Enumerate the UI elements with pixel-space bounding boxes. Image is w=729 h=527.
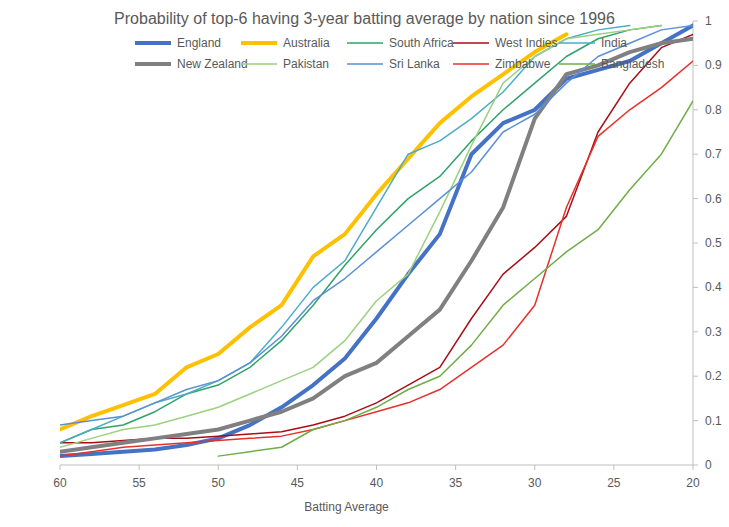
legend-swatch: [559, 42, 595, 44]
y-tick-label: 0.9: [705, 58, 722, 72]
legend-label: New Zealand: [177, 57, 248, 71]
y-tick: [693, 420, 698, 421]
series-line: [218, 101, 693, 456]
x-axis-label: Batting Average: [304, 500, 389, 514]
x-tick-label: 30: [528, 476, 542, 490]
legend-swatch: [559, 63, 595, 65]
legend-label: Pakistan: [283, 57, 329, 71]
series-line: [60, 39, 693, 452]
y-tick: [693, 465, 698, 466]
series-line: [60, 25, 661, 442]
x-tick-label: 45: [291, 476, 305, 490]
y-tick: [693, 154, 698, 155]
y-tick-label: 0.1: [705, 414, 722, 428]
series-line: [60, 25, 630, 442]
legend-label: Bangladesh: [601, 57, 664, 71]
series-line: [60, 25, 693, 425]
x-tick: [139, 465, 140, 470]
x-tick-label: 60: [53, 476, 67, 490]
series-line: [60, 25, 693, 456]
y-tick-label: 1: [705, 14, 712, 28]
legend-label: India: [601, 36, 627, 50]
legend-label: Zimbabwe: [495, 57, 551, 71]
y-tick-label: 0.8: [705, 103, 722, 117]
y-tick: [693, 109, 698, 110]
x-tick: [455, 465, 456, 470]
legend-label: West Indies: [495, 36, 557, 50]
y-tick: [693, 331, 698, 332]
legend-swatch: [135, 62, 171, 66]
y-tick-label: 0.5: [705, 236, 722, 250]
legend-label: England: [177, 36, 221, 50]
x-tick: [297, 465, 298, 470]
legend-swatch: [241, 41, 277, 45]
y-tick-label: 0: [705, 458, 712, 472]
x-tick-label: 50: [212, 476, 226, 490]
x-tick: [376, 465, 377, 470]
y-tick: [693, 65, 698, 66]
legend-label: Sri Lanka: [389, 57, 440, 71]
legend-swatch: [453, 42, 489, 44]
legend-swatch: [347, 42, 383, 44]
background: [0, 0, 729, 527]
y-tick: [693, 376, 698, 377]
legend-swatch: [135, 41, 171, 45]
series-line: [60, 61, 693, 456]
title: Probability of top-6 having 3-year batti…: [114, 10, 615, 27]
chart: Probability of top-6 having 3-year batti…: [0, 0, 729, 527]
series-line: [60, 34, 693, 442]
x-tick-label: 20: [686, 476, 700, 490]
y-tick-label: 0.4: [705, 280, 722, 294]
legend-swatch: [241, 63, 277, 65]
series-line: [60, 25, 661, 447]
legend-swatch: [453, 63, 489, 65]
y-tick-label: 0.3: [705, 325, 722, 339]
y-tick: [693, 198, 698, 199]
x-tick: [534, 465, 535, 470]
x-tick-label: 35: [449, 476, 463, 490]
legend-label: Australia: [283, 36, 330, 50]
x-tick-label: 55: [132, 476, 146, 490]
x-tick: [613, 465, 614, 470]
x-tick: [693, 465, 694, 470]
y-tick-label: 0.6: [705, 192, 722, 206]
y-tick: [693, 21, 698, 22]
y-tick-label: 0.2: [705, 369, 722, 383]
legend-label: South Africa: [389, 36, 454, 50]
x-tick-label: 40: [370, 476, 384, 490]
y-tick-label: 0.7: [705, 147, 722, 161]
y-tick: [693, 243, 698, 244]
y-tick: [693, 287, 698, 288]
x-tick-label: 25: [607, 476, 621, 490]
x-tick: [218, 465, 219, 470]
legend-swatch: [347, 63, 383, 65]
x-tick: [60, 465, 61, 470]
plot-area: [60, 25, 693, 456]
